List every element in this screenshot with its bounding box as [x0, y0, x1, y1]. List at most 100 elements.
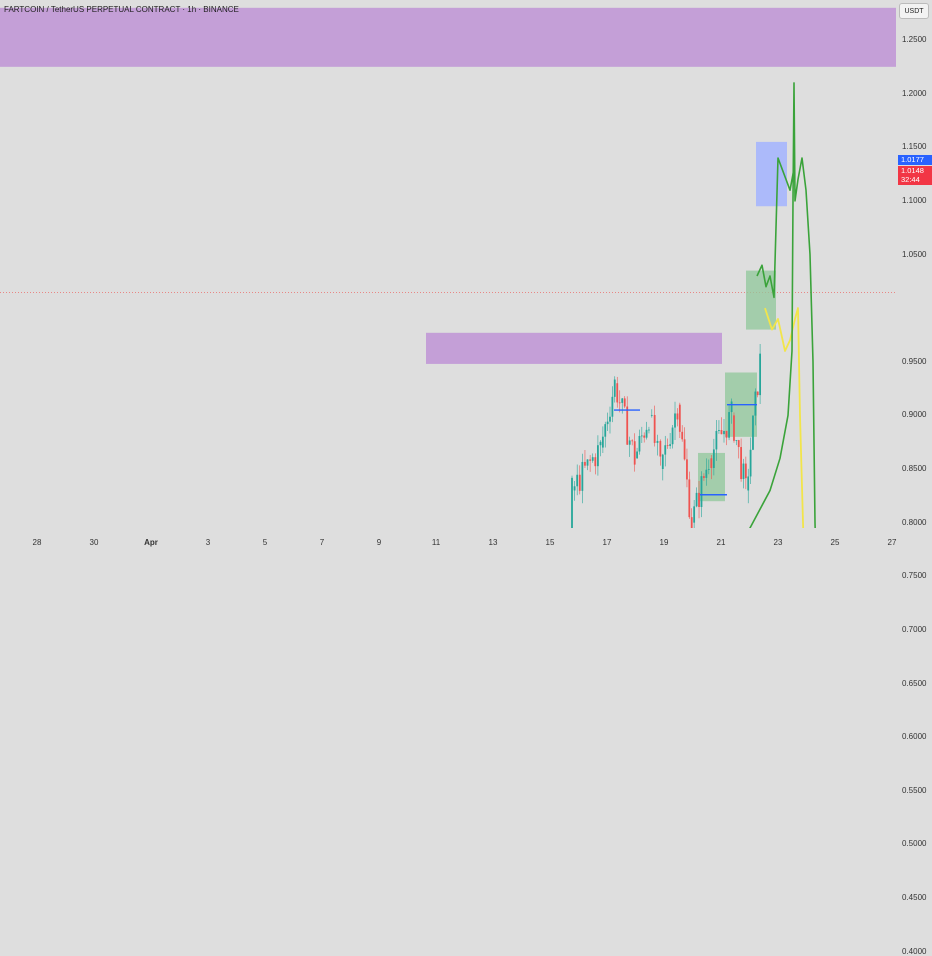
- candle-body-229: [606, 421, 609, 425]
- candle-body-225: [597, 445, 599, 467]
- candle-body-270: [707, 469, 710, 470]
- resistance-zone: [426, 332, 722, 364]
- time-tick-1: 30: [89, 538, 99, 547]
- countdown-timer: 32:44: [901, 175, 920, 184]
- time-tick-10: 17: [602, 538, 612, 547]
- candle-body-236: [623, 398, 626, 407]
- price-tick-12: 0.6000: [902, 732, 927, 742]
- candle-body-232: [613, 379, 616, 397]
- candle-body-291: [759, 353, 761, 396]
- candle-body-238: [628, 440, 631, 445]
- candle-body-278: [728, 412, 730, 438]
- candle-body-249: [656, 440, 659, 443]
- candle-body-254: [669, 444, 672, 446]
- chart-area[interactable]: [0, 0, 896, 956]
- target-box: [756, 141, 787, 207]
- candle-body-276: [723, 430, 725, 435]
- candle-body-282: [737, 440, 740, 448]
- projection-path-yellow: [764, 307, 809, 689]
- candle-body-273: [715, 430, 718, 450]
- candle-body-243: [640, 435, 643, 437]
- time-tick-3: 3: [205, 538, 211, 547]
- last-price-value: 1.0148: [901, 166, 924, 175]
- candle-body-234: [618, 402, 621, 404]
- candle-body-280: [733, 415, 735, 441]
- time-tick-13: 23: [773, 538, 783, 547]
- candle-body-250: [659, 440, 662, 457]
- candle-body-222: [589, 459, 592, 461]
- candle-body-215: [571, 477, 573, 564]
- price-tick-6: 0.9000: [902, 410, 927, 420]
- candle-body-264: [693, 506, 696, 523]
- candle-body-247: [650, 414, 653, 416]
- price-tick-15: 0.4500: [902, 893, 927, 903]
- candle-body-284: [742, 463, 745, 480]
- price-tick-5: 0.9500: [902, 356, 927, 366]
- candle-body-233: [616, 383, 619, 403]
- candle-body-274: [718, 430, 720, 431]
- price-tick-7: 0.8500: [902, 464, 927, 474]
- candle-body-258: [678, 404, 681, 432]
- candle-body-237: [626, 406, 629, 445]
- projection-path-green: [667, 82, 818, 600]
- candle-body-221: [586, 459, 589, 466]
- candle-body-245: [645, 429, 648, 438]
- candle-body-279: [730, 401, 733, 413]
- candle-body-265: [695, 492, 698, 507]
- demand-box-5: [746, 270, 776, 330]
- mark-price-badge: 1.0177: [898, 155, 932, 165]
- candle-body-287: [749, 449, 752, 477]
- candle-body-290: [756, 391, 759, 396]
- candle-body-252: [664, 445, 667, 455]
- price-tick-14: 0.5000: [902, 839, 927, 849]
- price-tick-11: 0.6500: [902, 678, 927, 688]
- candle-body-268: [703, 476, 705, 478]
- price-tick-1: 1.2000: [902, 88, 927, 98]
- candle-body-289: [754, 391, 757, 416]
- time-tick-7: 11: [431, 538, 441, 547]
- candle-body-217: [576, 474, 579, 487]
- candle-body-216: [573, 486, 576, 491]
- price-axis[interactable]: [896, 0, 932, 528]
- candle-body-224: [594, 457, 597, 467]
- time-tick-12: 21: [716, 538, 726, 547]
- time-tick-8: 13: [488, 538, 498, 547]
- price-chart[interactable]: [0, 0, 896, 956]
- currency-button[interactable]: USDT: [899, 3, 929, 19]
- candle-body-226: [599, 441, 602, 446]
- candle-body-253: [666, 445, 669, 447]
- time-tick-2: Apr: [144, 538, 158, 547]
- price-tick-2: 1.1500: [902, 142, 927, 152]
- candle-body-251: [661, 454, 664, 470]
- time-axis[interactable]: [0, 528, 932, 550]
- last-price-badge: 1.0148 32:44: [898, 166, 932, 185]
- candle-body-267: [700, 476, 703, 508]
- candle-body-223: [591, 457, 594, 461]
- candle-body-266: [698, 492, 700, 508]
- candle-body-259: [681, 431, 684, 440]
- candle-body-286: [747, 476, 750, 491]
- time-tick-6: 9: [376, 538, 382, 547]
- candle-body-248: [653, 414, 656, 443]
- time-tick-5: 7: [319, 538, 325, 547]
- candle-body-230: [609, 416, 611, 422]
- price-tick-9: 0.7500: [902, 571, 927, 581]
- candle-body-263: [690, 517, 693, 530]
- time-tick-11: 19: [659, 538, 669, 547]
- candle-body-228: [604, 424, 607, 437]
- candle-body-246: [648, 429, 650, 431]
- candle-body-285: [744, 463, 747, 479]
- price-tick-10: 0.7000: [902, 624, 927, 634]
- candle-body-241: [636, 451, 638, 459]
- candle-body-269: [705, 469, 708, 478]
- candle-body-244: [643, 435, 646, 438]
- candle-body-261: [686, 459, 688, 480]
- price-tick-0: 1.2500: [902, 35, 927, 44]
- price-tick-8: 0.8000: [902, 517, 927, 527]
- price-tick-4: 1.0500: [902, 249, 927, 259]
- price-tick-13: 0.5500: [902, 785, 927, 795]
- supply-zone-top: [0, 7, 896, 67]
- candle-body-288: [752, 415, 754, 450]
- candle-body-218: [578, 474, 581, 491]
- time-tick-14: 25: [830, 538, 840, 547]
